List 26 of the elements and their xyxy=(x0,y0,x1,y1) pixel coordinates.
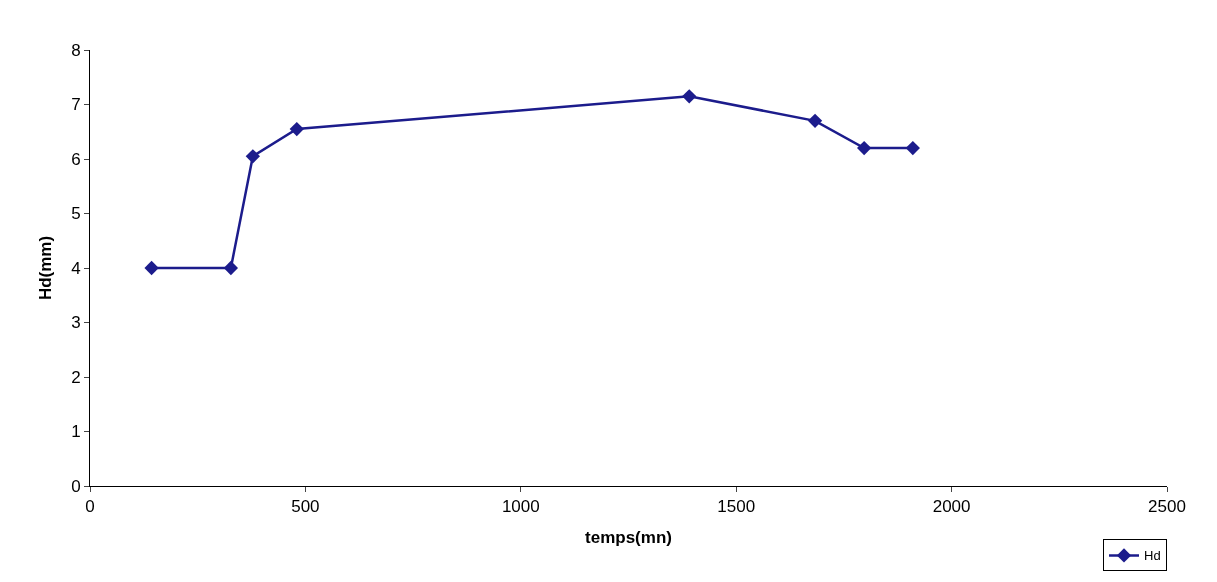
x-tick-label: 2000 xyxy=(932,497,971,517)
x-tick-label: 1000 xyxy=(501,497,540,517)
x-tick-label: 0 xyxy=(85,497,95,517)
y-tick-label: 5 xyxy=(71,204,81,224)
y-tick-label: 1 xyxy=(71,422,81,442)
point xyxy=(289,121,304,137)
point xyxy=(682,89,697,104)
point xyxy=(223,260,239,276)
x-tick-label: 1500 xyxy=(717,497,756,517)
x-tick-label: 2500 xyxy=(1148,497,1186,517)
y-tick-label: 3 xyxy=(71,313,81,333)
y-tick-label: 2 xyxy=(71,367,81,387)
x-axis-title: temps(mn) xyxy=(585,527,672,547)
y-tick-label: 0 xyxy=(71,476,81,496)
point xyxy=(807,113,823,128)
x-tick-label: 500 xyxy=(291,497,320,517)
point xyxy=(245,149,260,164)
y-tick-label: 6 xyxy=(71,149,81,169)
point xyxy=(144,260,159,276)
point xyxy=(905,140,920,156)
legend-label: Hd xyxy=(1144,548,1161,564)
y-tick-label: 8 xyxy=(71,40,81,60)
y-axis-title: Hd(mm) xyxy=(35,235,55,301)
y-tick-label: 7 xyxy=(71,95,81,115)
point xyxy=(857,140,872,156)
y-tick-label: 4 xyxy=(71,258,81,278)
